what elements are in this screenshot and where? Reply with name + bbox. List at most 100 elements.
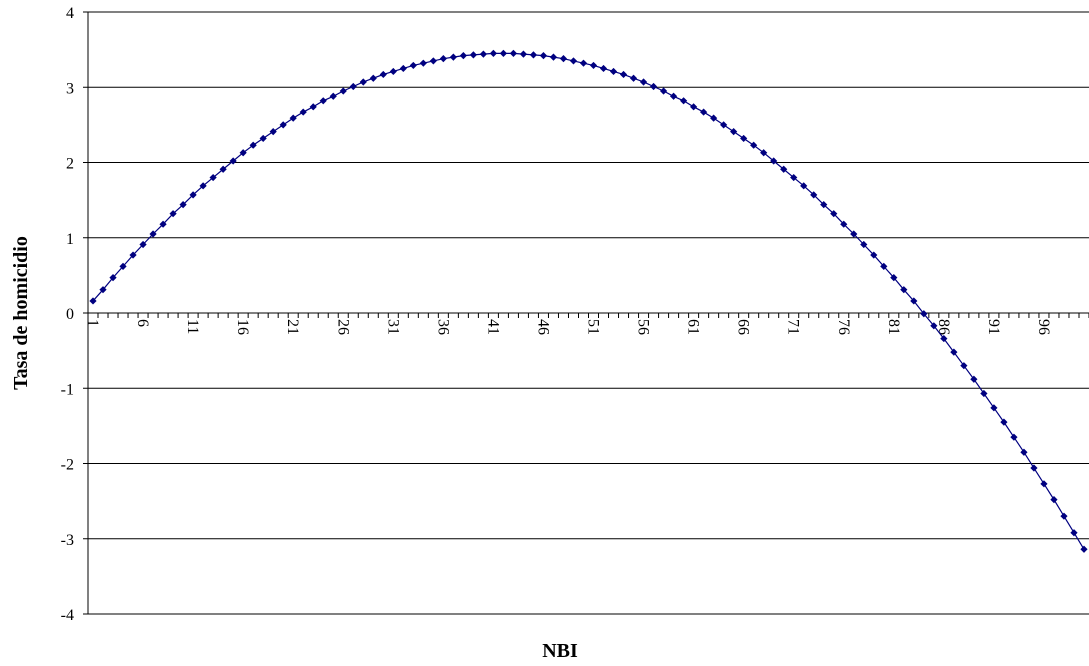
marker: [840, 220, 848, 228]
marker: [599, 64, 608, 73]
x-tick-label: 66: [735, 319, 752, 335]
marker: [679, 97, 688, 105]
marker: [189, 191, 197, 199]
x-tick-label: 6: [134, 319, 151, 327]
marker: [159, 220, 167, 228]
marker: [489, 49, 498, 57]
marker: [119, 262, 127, 270]
y-tick-label: 1: [66, 231, 74, 248]
marker: [429, 57, 437, 65]
marker: [1080, 545, 1088, 553]
x-tick-label: 56: [635, 319, 652, 335]
marker: [830, 210, 838, 218]
marker: [269, 128, 277, 136]
marker: [870, 251, 878, 259]
marker: [469, 51, 477, 59]
marker: [990, 404, 998, 412]
y-tick-label: 3: [66, 80, 74, 97]
marker: [99, 286, 107, 294]
x-tick-label: 11: [184, 319, 201, 334]
x-tick-label: 96: [1035, 319, 1052, 335]
x-tick-label: 81: [885, 319, 902, 335]
marker: [249, 141, 257, 149]
x-tick-label: 86: [935, 319, 952, 335]
x-axis-title: NBI: [542, 640, 578, 662]
marker: [700, 108, 708, 116]
marker: [780, 165, 788, 173]
marker: [860, 240, 868, 249]
series-line: [92, 52, 1085, 550]
marker: [359, 78, 367, 86]
marker: [329, 92, 337, 100]
x-tick-label: 51: [585, 319, 602, 335]
marker: [149, 230, 157, 238]
marker: [740, 134, 748, 143]
marker: [89, 297, 97, 305]
marker: [229, 157, 237, 165]
marker: [1070, 529, 1078, 537]
marker: [259, 134, 267, 143]
marker: [559, 55, 568, 63]
marker: [589, 61, 598, 70]
y-tick-label: 2: [66, 156, 74, 173]
marker: [1030, 464, 1038, 472]
marker: [1050, 496, 1058, 504]
marker: [379, 70, 387, 79]
x-tick-label: 71: [785, 319, 802, 335]
marker: [199, 182, 207, 190]
marker: [649, 82, 658, 91]
marker: [519, 50, 528, 58]
marker: [499, 49, 508, 57]
marker: [389, 67, 397, 76]
x-tick-label: 21: [284, 319, 301, 335]
marker: [129, 251, 137, 259]
marker: [790, 173, 798, 182]
marker: [209, 173, 217, 182]
marker: [810, 191, 818, 199]
marker: [920, 310, 928, 318]
marker: [299, 108, 307, 116]
y-tick-label: 4: [66, 5, 74, 22]
x-tick-label: 46: [534, 319, 551, 335]
marker: [629, 74, 638, 82]
marker: [179, 201, 187, 209]
marker: [289, 114, 297, 122]
marker: [1000, 418, 1008, 426]
marker: [950, 348, 958, 356]
marker: [639, 78, 648, 86]
marker: [669, 92, 678, 100]
x-tick-label: 91: [985, 319, 1002, 335]
marker: [549, 53, 558, 61]
marker: [349, 82, 357, 91]
marker: [619, 70, 628, 79]
x-tick-label: 1: [84, 319, 101, 327]
marker: [579, 59, 588, 67]
marker: [449, 53, 457, 61]
y-tick-label: -2: [61, 457, 74, 474]
marker: [569, 57, 578, 65]
marker: [609, 67, 618, 76]
y-tick-label: 0: [66, 306, 74, 323]
marker: [800, 182, 808, 190]
marker: [890, 274, 898, 282]
marker: [970, 375, 978, 383]
marker: [369, 74, 377, 82]
marker: [1010, 433, 1018, 441]
marker: [319, 97, 327, 105]
marker: [770, 157, 778, 165]
x-tick-label: 16: [234, 319, 251, 335]
x-tick-label: 76: [835, 319, 852, 335]
marker: [509, 49, 518, 57]
marker: [880, 262, 888, 270]
marker: [539, 52, 548, 60]
marker: [309, 103, 317, 111]
marker: [419, 59, 427, 67]
marker: [339, 87, 347, 95]
marker: [529, 51, 538, 59]
marker: [910, 297, 918, 305]
marker: [459, 52, 467, 60]
marker: [1060, 512, 1068, 520]
y-tick-label: -1: [61, 381, 74, 398]
